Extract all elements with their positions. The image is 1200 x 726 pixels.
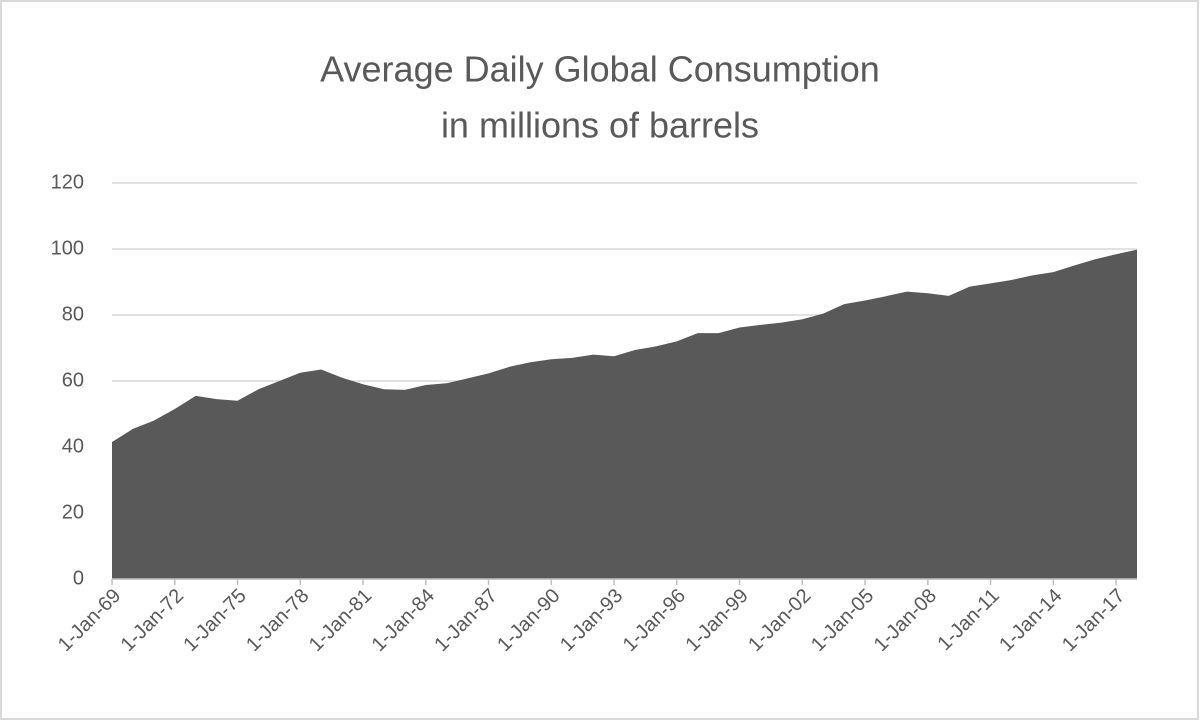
- y-tick-label: 60: [62, 369, 84, 391]
- y-tick-label: 100: [51, 237, 84, 259]
- chart-subtitle: in millions of barrels: [441, 105, 759, 146]
- y-tick-label: 0: [73, 567, 84, 589]
- y-tick-label: 40: [62, 435, 84, 457]
- y-tick-label: 80: [62, 303, 84, 325]
- area: [112, 249, 1137, 579]
- y-tick-label: 20: [62, 501, 84, 523]
- chart-title: Average Daily Global Consumption: [320, 49, 880, 90]
- y-tick-label: 120: [51, 171, 84, 193]
